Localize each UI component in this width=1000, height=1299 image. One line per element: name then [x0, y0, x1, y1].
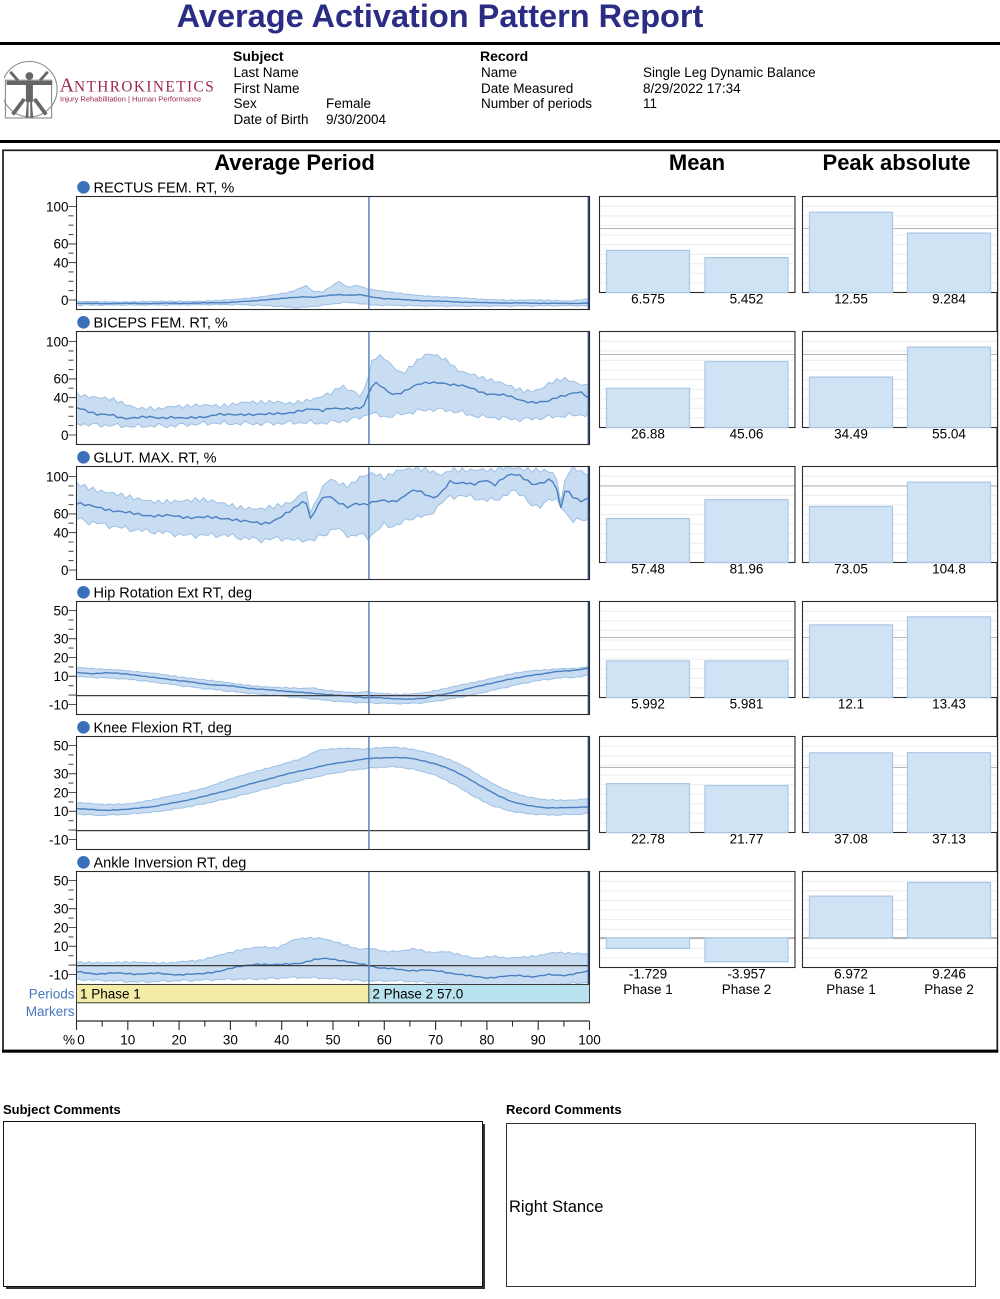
- svg-text:0: 0: [77, 1033, 85, 1048]
- svg-text:20: 20: [53, 650, 68, 665]
- svg-text:10: 10: [53, 939, 68, 954]
- svg-text:9.284: 9.284: [932, 292, 966, 307]
- svg-text:81.96: 81.96: [730, 562, 764, 577]
- svg-text:70: 70: [428, 1033, 443, 1048]
- svg-text:-10: -10: [49, 832, 69, 847]
- svg-text:50: 50: [53, 738, 68, 753]
- svg-text:10: 10: [120, 1033, 135, 1048]
- svg-text:80: 80: [479, 1033, 494, 1048]
- svg-text:5.981: 5.981: [730, 697, 764, 712]
- svg-text:90: 90: [531, 1033, 546, 1048]
- svg-text:50: 50: [53, 873, 68, 888]
- svg-text:GLUT. MAX. RT, %: GLUT. MAX. RT, %: [94, 450, 217, 466]
- svg-text:40: 40: [53, 390, 68, 405]
- svg-text:57.48: 57.48: [631, 562, 665, 577]
- svg-text:60: 60: [53, 372, 68, 387]
- svg-text:ANTHROKINETICS: ANTHROKINETICS: [60, 75, 216, 97]
- svg-text:100: 100: [46, 334, 69, 349]
- svg-text:34.49: 34.49: [834, 427, 868, 442]
- svg-text:BICEPS FEM. RT, %: BICEPS FEM. RT, %: [94, 315, 228, 331]
- svg-text:50: 50: [325, 1033, 340, 1048]
- svg-text:10: 10: [53, 669, 68, 684]
- svg-text:Mean: Mean: [669, 150, 725, 175]
- svg-text:20: 20: [53, 785, 68, 800]
- svg-text:0: 0: [61, 563, 69, 578]
- svg-text:100: 100: [578, 1033, 601, 1048]
- svg-text:-10: -10: [49, 967, 69, 982]
- svg-text:30: 30: [53, 902, 68, 917]
- svg-text:100: 100: [46, 199, 69, 214]
- svg-text:0: 0: [61, 428, 69, 443]
- svg-text:60: 60: [53, 507, 68, 522]
- svg-text:12.1: 12.1: [838, 697, 864, 712]
- svg-text:RECTUS FEM. RT, %: RECTUS FEM. RT, %: [94, 180, 235, 196]
- svg-text:30: 30: [223, 1033, 238, 1048]
- svg-text:40: 40: [53, 525, 68, 540]
- svg-text:Phase 2: Phase 2: [924, 982, 974, 997]
- svg-text:5.452: 5.452: [730, 292, 764, 307]
- svg-text:5.992: 5.992: [631, 697, 665, 712]
- svg-text:37.13: 37.13: [932, 832, 966, 847]
- svg-text:40: 40: [53, 255, 68, 270]
- svg-text:-10: -10: [49, 697, 69, 712]
- svg-text:30: 30: [53, 632, 68, 647]
- svg-text:Phase 2: Phase 2: [722, 982, 772, 997]
- svg-text:55.04: 55.04: [932, 427, 966, 442]
- svg-text:2 Phase 2 57.0: 2 Phase 2 57.0: [372, 987, 463, 1002]
- svg-text:-1.729: -1.729: [629, 967, 667, 982]
- svg-text:6.972: 6.972: [834, 967, 868, 982]
- svg-text:10: 10: [53, 804, 68, 819]
- svg-text:100: 100: [46, 469, 69, 484]
- svg-text:22.78: 22.78: [631, 832, 665, 847]
- svg-text:%: %: [63, 1033, 75, 1048]
- svg-text:73.05: 73.05: [834, 562, 868, 577]
- svg-text:50: 50: [53, 603, 68, 618]
- svg-text:1 Phase 1: 1 Phase 1: [80, 987, 141, 1002]
- svg-text:Phase 1: Phase 1: [623, 982, 673, 997]
- svg-text:0: 0: [61, 293, 69, 308]
- svg-text:Peak absolute: Peak absolute: [823, 150, 971, 175]
- svg-text:9.246: 9.246: [932, 967, 966, 982]
- svg-text:20: 20: [172, 1033, 187, 1048]
- svg-text:60: 60: [53, 237, 68, 252]
- svg-text:37.08: 37.08: [834, 832, 868, 847]
- svg-text:Knee Flexion RT, deg: Knee Flexion RT, deg: [94, 720, 232, 736]
- svg-text:Ankle Inversion RT, deg: Ankle Inversion RT, deg: [94, 855, 247, 871]
- svg-text:Markers: Markers: [26, 1004, 75, 1019]
- svg-text:-3.957: -3.957: [727, 967, 765, 982]
- svg-text:Phase 1: Phase 1: [826, 982, 876, 997]
- svg-text:Hip Rotation Ext RT, deg: Hip Rotation Ext RT, deg: [94, 585, 253, 601]
- svg-text:20: 20: [53, 920, 68, 935]
- svg-text:Periods: Periods: [29, 987, 75, 1002]
- svg-text:12.55: 12.55: [834, 292, 868, 307]
- svg-text:6.575: 6.575: [631, 292, 665, 307]
- svg-text:26.88: 26.88: [631, 427, 665, 442]
- svg-text:Average Period: Average Period: [214, 150, 375, 175]
- svg-text:30: 30: [53, 767, 68, 782]
- svg-text:45.06: 45.06: [730, 427, 764, 442]
- svg-text:104.8: 104.8: [932, 562, 966, 577]
- svg-text:60: 60: [377, 1033, 392, 1048]
- svg-text:13.43: 13.43: [932, 697, 966, 712]
- svg-text:Injury Rehabilitation | Human: Injury Rehabilitation | Human Performanc…: [60, 94, 201, 103]
- svg-text:21.77: 21.77: [730, 832, 764, 847]
- svg-text:40: 40: [274, 1033, 289, 1048]
